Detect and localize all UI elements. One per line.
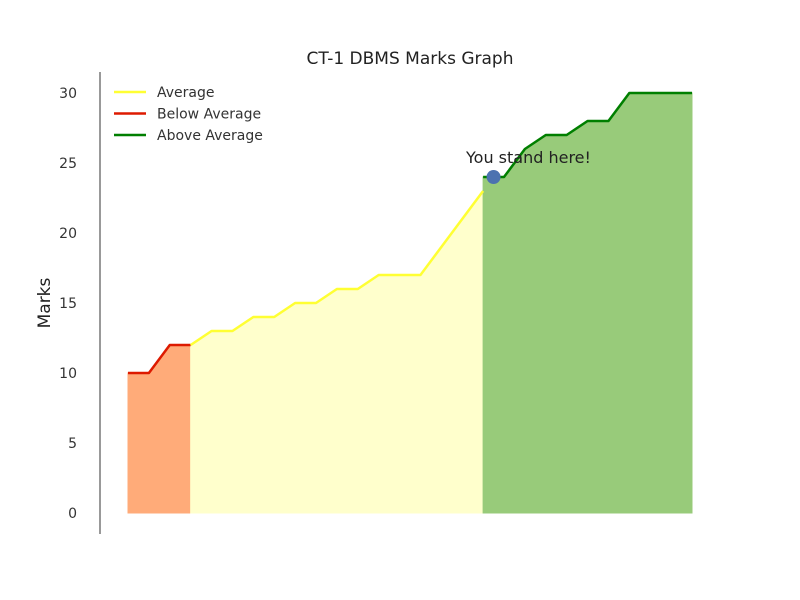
chart-title: CT-1 DBMS Marks Graph <box>307 49 514 69</box>
y-tick-label: 15 <box>59 296 77 312</box>
below-average-line <box>128 343 191 375</box>
y-tick-label: 25 <box>59 156 77 172</box>
average-area <box>190 189 484 514</box>
y-tick-label: 10 <box>59 366 77 382</box>
legend: Average Below Average Above Average <box>114 85 263 144</box>
y-tick-label: 30 <box>59 86 77 102</box>
chart-lines <box>128 91 692 375</box>
legend-label-below-average: Below Average <box>157 107 261 123</box>
above-average-line <box>483 91 692 179</box>
legend-label-average: Average <box>157 85 215 101</box>
below-average-area <box>127 344 192 514</box>
annotation-label: You stand here! <box>465 148 591 167</box>
y-tick-labels: 0 5 10 15 20 25 30 <box>59 86 77 522</box>
legend-label-above-average: Above Average <box>157 128 263 144</box>
you-stand-here-marker <box>486 170 501 184</box>
average-line <box>189 190 485 347</box>
y-tick-label: 20 <box>59 226 77 242</box>
y-tick-label: 0 <box>68 506 77 522</box>
chart-areas <box>127 92 693 514</box>
y-tick-label: 5 <box>68 436 77 452</box>
y-axis-label: Marks <box>35 277 55 328</box>
